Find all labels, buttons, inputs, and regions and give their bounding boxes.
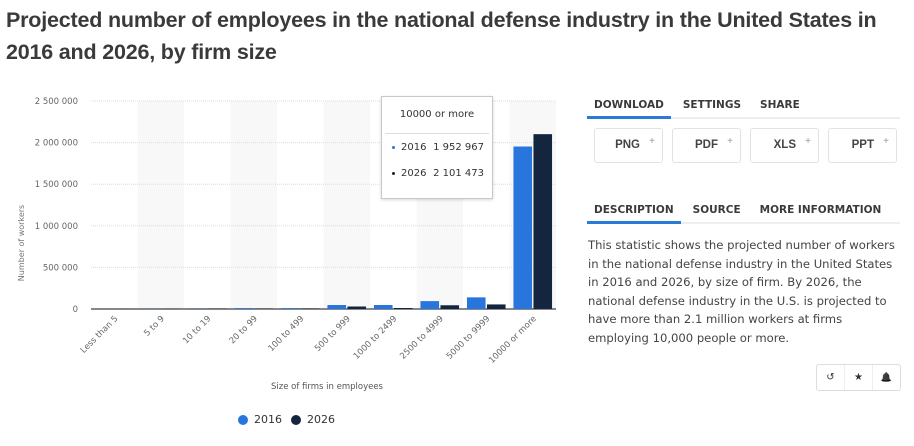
tooltip-row-2026: 2026 2 101 473 — [382, 160, 492, 186]
bar-2016[interactable] — [420, 301, 440, 309]
star-icon: ★ — [854, 372, 863, 383]
y-tick-label: 2 500 000 — [35, 97, 78, 107]
history-button[interactable]: ↺ — [817, 365, 845, 390]
legend-item-2026[interactable]: 2026 — [291, 413, 335, 426]
button-label: PDF — [695, 139, 718, 151]
series-dot-icon — [392, 171, 395, 175]
description-text: This statistic shows the projected numbe… — [588, 238, 895, 345]
category-band — [230, 101, 277, 309]
y-tick-label: 1 000 000 — [35, 222, 78, 232]
plus-icon: + — [805, 136, 811, 147]
y-tick-label: 0 — [73, 305, 78, 315]
x-tick-label: 2500 to 4999 — [398, 314, 446, 362]
tab-description[interactable]: DESCRIPTION — [587, 204, 681, 224]
tab-download[interactable]: DOWNLOAD — [587, 99, 671, 119]
y-tick-label: 1 500 000 — [35, 180, 78, 190]
x-tick-label: 5000 to 9999 — [445, 314, 493, 362]
tab-settings[interactable]: SETTINGS — [682, 99, 742, 111]
y-axis-ticks: 0 500 000 1 000 000 1 500 000 2 000 000 2 500… — [35, 97, 78, 315]
favorite-button[interactable]: ★ — [845, 365, 873, 390]
category-band — [137, 101, 184, 309]
x-tick-label: 100 to 499 — [266, 314, 306, 354]
legend-label: 2026 — [307, 413, 335, 426]
tab-more-information[interactable]: MORE INFORMATION — [759, 204, 882, 216]
legend-dot-icon — [291, 414, 301, 425]
x-axis-label: Size of firms in employees — [271, 382, 383, 392]
bar-2026[interactable] — [486, 304, 506, 309]
tooltip-category: 10000 or more — [385, 97, 489, 134]
download-tabs: DOWNLOAD SETTINGS SHARE — [587, 99, 900, 119]
y-tick-label: 500 000 — [43, 263, 78, 273]
legend-dot-icon — [238, 414, 248, 425]
tooltip-label: 2026 — [401, 167, 427, 179]
download-pdf-button[interactable]: PDF + — [672, 128, 741, 163]
bar-2026[interactable] — [393, 308, 413, 309]
button-label: PNG — [615, 139, 640, 151]
bar-2016[interactable] — [373, 305, 393, 309]
bar-2016[interactable] — [280, 308, 300, 309]
tab-share[interactable]: SHARE — [760, 99, 800, 111]
x-tick-label: Less than 5 — [79, 314, 121, 356]
download-png-button[interactable]: PNG + — [594, 128, 663, 163]
chart-tooltip: 10000 or more 2016 1 952 967 2026 2 101 … — [381, 96, 493, 199]
x-tick-label: 500 to 999 — [313, 314, 353, 354]
bars — [94, 134, 553, 309]
tab-source[interactable]: SOURCE — [692, 204, 741, 216]
category-bands — [137, 101, 556, 309]
y-axis-label: Number of workers — [17, 205, 26, 281]
legend-item-2016[interactable]: 2016 — [238, 413, 282, 426]
bar-chart: 0 500 000 1 000 000 1 500 000 2 000 000 2 500… — [17, 97, 556, 366]
notification-button[interactable]: 🔔 — [873, 365, 900, 390]
series-dot-icon — [392, 145, 395, 149]
history-icon: ↺ — [826, 372, 835, 383]
x-tick-label: 10000 or more — [487, 314, 539, 366]
bar-2016[interactable] — [234, 308, 254, 309]
bar-2026[interactable] — [440, 305, 460, 309]
bar-2016[interactable] — [513, 146, 533, 309]
bar-2016[interactable] — [327, 305, 347, 309]
tooltip-label: 2016 — [401, 141, 427, 153]
x-tick-label: 20 to 99 — [228, 314, 260, 346]
bar-2026[interactable] — [533, 134, 553, 309]
category-band — [323, 101, 370, 309]
x-tick-label: 10 to 19 — [181, 314, 213, 346]
tooltip-value: 2 101 473 — [433, 167, 484, 179]
page-title: Projected number of employees in the nat… — [6, 8, 877, 64]
bar-2016[interactable] — [466, 297, 486, 309]
download-xls-button[interactable]: XLS + — [750, 128, 819, 163]
download-ppt-button[interactable]: PPT + — [828, 128, 897, 163]
info-tabs: DESCRIPTION SOURCE MORE INFORMATION — [587, 204, 900, 224]
bar-2026[interactable] — [347, 306, 367, 309]
action-buttons: ↺ ★ 🔔 — [816, 364, 901, 391]
download-buttons: PNG + PDF + XLS + PPT + — [594, 128, 897, 163]
button-label: XLS — [773, 139, 796, 151]
x-axis-ticks: Less than 5 5 to 9 10 to 19 20 to 99 100 to … — [79, 314, 539, 366]
chart-legend: 2016 2026 — [238, 413, 344, 426]
tooltip-value: 1 952 967 — [433, 141, 484, 153]
plus-icon: + — [883, 136, 889, 147]
legend-label: 2016 — [254, 413, 282, 426]
tooltip-row-2016: 2016 1 952 967 — [382, 134, 492, 160]
y-tick-label: 2 000 000 — [35, 139, 78, 149]
x-tick-label: 5 to 9 — [142, 314, 167, 339]
x-tick-label: 1000 to 2499 — [352, 314, 400, 362]
plus-icon: + — [649, 136, 655, 147]
bell-icon: 🔔 — [880, 372, 893, 383]
plus-icon: + — [727, 136, 733, 147]
button-label: PPT — [851, 139, 874, 151]
